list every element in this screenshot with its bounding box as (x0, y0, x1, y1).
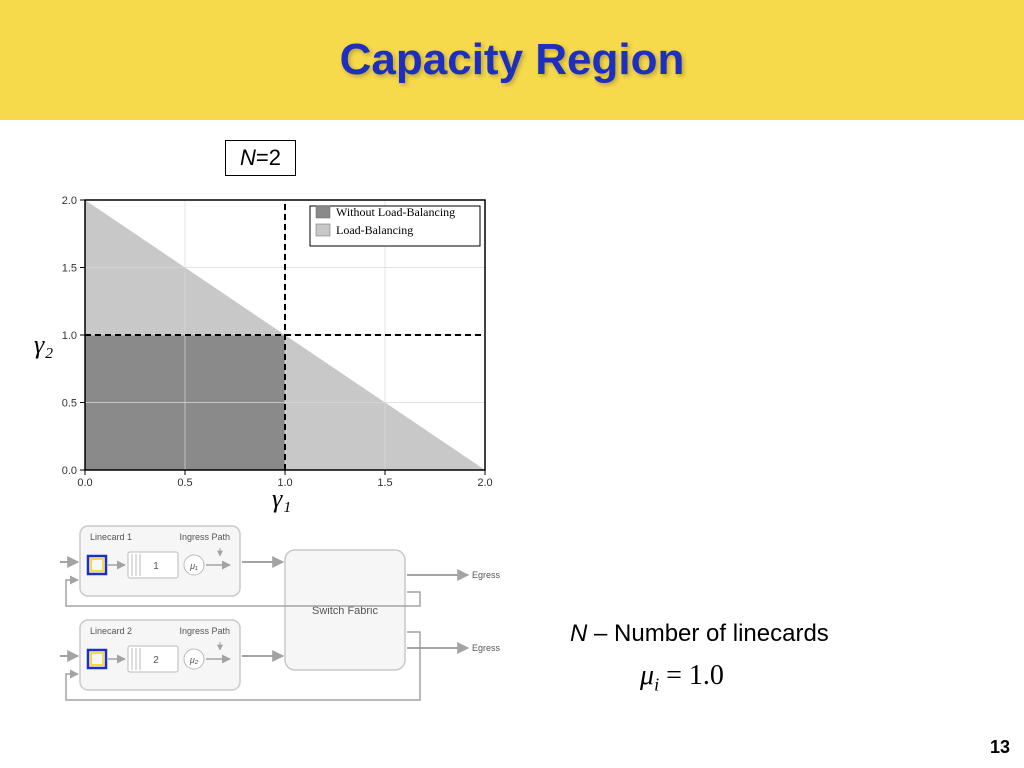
svg-text:Ingress Path: Ingress Path (179, 532, 230, 542)
svg-text:Egress Path 1: Egress Path 1 (472, 570, 500, 580)
chart-svg: 0.00.51.01.52.00.00.51.01.52.0Without Lo… (40, 190, 500, 510)
svg-text:0.5: 0.5 (177, 477, 192, 489)
svg-text:Without Load-Balancing: Without Load-Balancing (336, 205, 455, 219)
svg-text:1: 1 (153, 561, 159, 572)
svg-text:Linecard 1: Linecard 1 (90, 532, 132, 542)
slide-title: Capacity Region (340, 35, 685, 85)
x-axis-label: γ₁ (272, 484, 291, 514)
svg-text:2.0: 2.0 (477, 477, 492, 489)
svg-text:2: 2 (153, 655, 159, 666)
mu-rest: = 1.0 (659, 660, 724, 691)
svg-text:2.0: 2.0 (62, 195, 77, 207)
block-diagram: Linecard 1 Ingress Path 1 μ₁ Linecard 2 Ingre… (60, 520, 500, 710)
note-rest: – Number of linecards (587, 620, 828, 647)
svg-text:Egress Path 2: Egress Path 2 (472, 643, 500, 653)
n-equals-2-box: N=2 (225, 140, 296, 176)
svg-text:0.0: 0.0 (62, 465, 77, 477)
svg-text:1.0: 1.0 (62, 330, 77, 342)
svg-text:μ₁: μ₁ (189, 561, 198, 571)
mu-equation: μi = 1.0 (640, 660, 724, 696)
svg-text:Linecard 2: Linecard 2 (90, 626, 132, 636)
linecards-note: N – Number of linecards (570, 620, 829, 648)
mu-symbol: μ (640, 660, 654, 691)
n-eq: =2 (256, 145, 281, 170)
svg-text:Ingress Path: Ingress Path (179, 626, 230, 636)
svg-text:μ₂: μ₂ (189, 655, 199, 665)
svg-text:0.0: 0.0 (77, 477, 92, 489)
svg-text:1.5: 1.5 (377, 477, 392, 489)
n-letter: N (240, 145, 256, 170)
y-axis-label: γ₂ (34, 330, 53, 360)
page-number: 13 (990, 737, 1010, 758)
svg-text:1.5: 1.5 (62, 263, 77, 275)
title-bar: Capacity Region (0, 0, 1024, 120)
svg-text:0.5: 0.5 (62, 398, 77, 410)
svg-text:Switch Fabric: Switch Fabric (312, 605, 379, 617)
svg-text:Load-Balancing: Load-Balancing (336, 223, 413, 237)
capacity-chart: 0.00.51.01.52.00.00.51.01.52.0Without Lo… (40, 190, 500, 510)
diagram-svg: Linecard 1 Ingress Path 1 μ₁ Linecard 2 Ingre… (60, 520, 500, 710)
note-n: N (570, 620, 587, 647)
